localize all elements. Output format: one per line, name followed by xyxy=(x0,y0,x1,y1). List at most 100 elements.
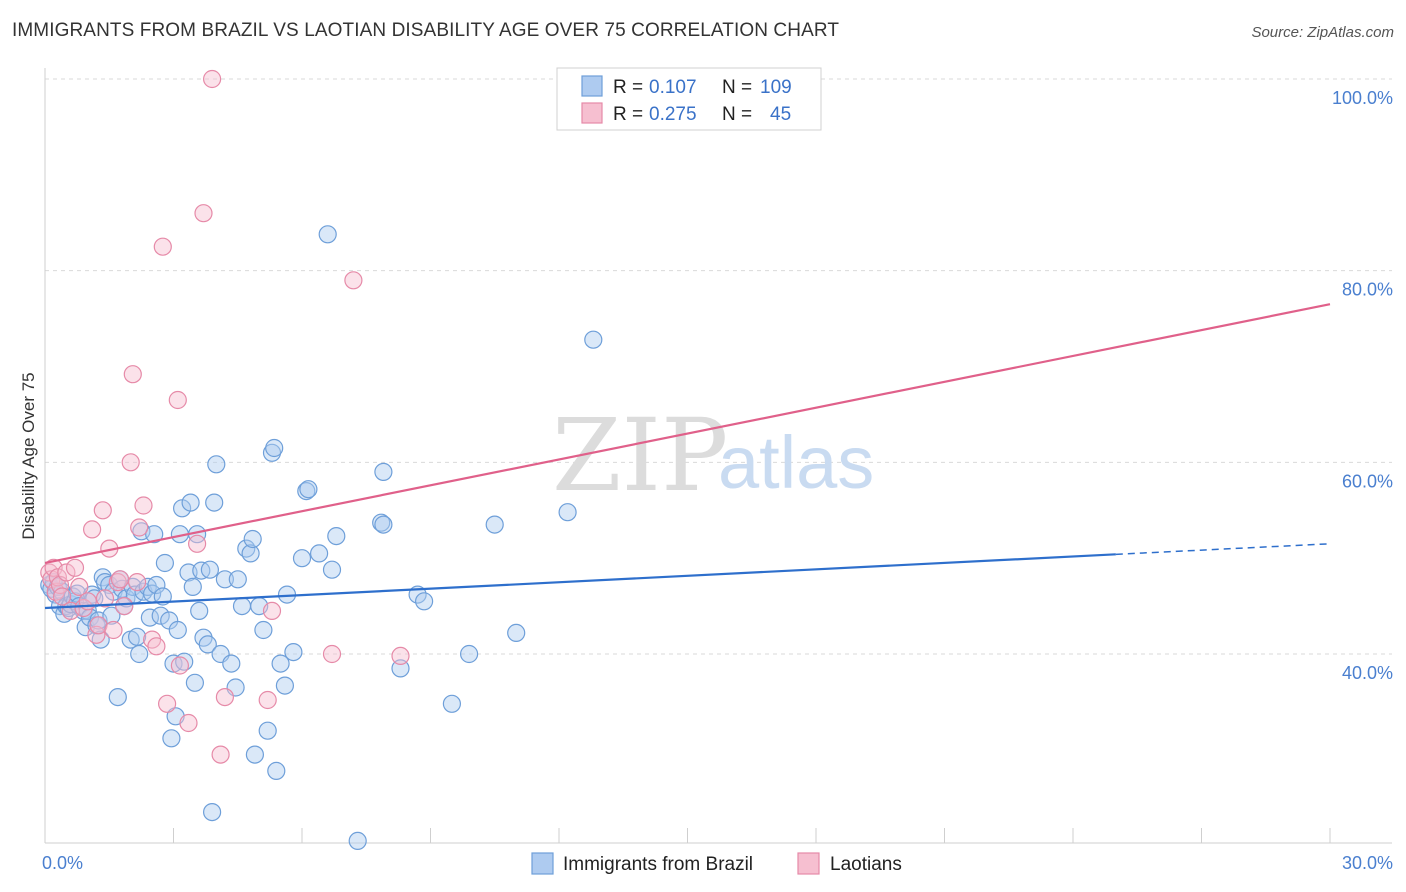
point-laotians xyxy=(108,572,127,592)
point-laotians xyxy=(121,453,140,472)
point-brazil xyxy=(200,560,219,579)
point-brazil xyxy=(228,570,247,589)
point-laotians xyxy=(128,572,147,592)
point-laotians xyxy=(93,501,112,520)
point-laotians xyxy=(153,237,172,256)
point-brazil xyxy=(310,544,329,563)
series-brazil-points xyxy=(40,225,603,851)
legend-swatch-brazil xyxy=(581,75,603,97)
trend-line-brazil-extension xyxy=(1115,543,1331,556)
legend-r-label-brazil: R = xyxy=(613,77,643,98)
point-brazil xyxy=(275,676,294,695)
point-brazil xyxy=(348,831,367,851)
point-laotians xyxy=(95,589,115,608)
point-laotians xyxy=(170,656,189,675)
grid xyxy=(45,78,1392,655)
point-brazil xyxy=(108,687,127,707)
point-laotians xyxy=(134,496,153,515)
y-tick-label: 60.0% xyxy=(1342,471,1393,491)
bottom-legend-label-brazil: Immigrants from Brazil xyxy=(563,854,753,875)
y-tick-labels: 40.0% 60.0% 80.0% 100.0% xyxy=(1332,88,1393,683)
point-laotians xyxy=(168,390,187,410)
point-laotians xyxy=(391,646,410,666)
trend-line-laotians xyxy=(44,303,1331,565)
point-laotians xyxy=(110,570,130,589)
point-brazil xyxy=(374,515,393,534)
point-laotians xyxy=(188,534,207,553)
point-brazil xyxy=(267,761,286,781)
point-brazil xyxy=(207,455,226,474)
point-brazil xyxy=(460,644,479,664)
point-brazil xyxy=(151,606,170,625)
point-laotians xyxy=(57,563,76,582)
legend-r-value-brazil: 0.107 xyxy=(649,77,697,98)
legend-n-label-brazil: N = xyxy=(722,77,752,98)
point-brazil xyxy=(485,515,504,534)
point-brazil xyxy=(442,694,461,713)
x-tick-label: 30.0% xyxy=(1342,853,1393,873)
point-brazil xyxy=(181,493,200,512)
point-laotians xyxy=(82,520,102,539)
point-laotians xyxy=(179,713,198,733)
point-brazil xyxy=(185,673,204,692)
watermark-atlas: atlas xyxy=(718,421,874,504)
point-laotians xyxy=(344,271,363,290)
point-laotians xyxy=(211,745,230,764)
point-brazil xyxy=(391,659,410,678)
x-tick-label: 0.0% xyxy=(42,853,83,873)
legend-n-value-brazil: 109 xyxy=(760,77,792,98)
point-brazil xyxy=(162,729,181,748)
point-brazil xyxy=(258,721,277,740)
point-brazil xyxy=(147,575,166,595)
point-brazil xyxy=(130,644,149,664)
point-laotians xyxy=(262,601,282,621)
point-brazil xyxy=(102,606,121,625)
y-tick-label: 40.0% xyxy=(1342,663,1393,683)
point-brazil xyxy=(145,525,164,544)
point-laotians xyxy=(65,558,85,577)
point-laotians xyxy=(158,694,177,713)
y-tick-label: 80.0% xyxy=(1342,280,1393,300)
axes xyxy=(44,68,1392,844)
point-laotians xyxy=(70,577,89,597)
point-laotians xyxy=(130,518,149,537)
point-laotians xyxy=(322,644,342,664)
point-laotians xyxy=(194,204,213,223)
point-brazil xyxy=(155,553,174,573)
chart-title: IMMIGRANTS FROM BRAZIL VS LAOTIAN DISABI… xyxy=(12,20,840,41)
point-brazil xyxy=(318,225,337,244)
point-brazil xyxy=(299,480,318,499)
y-axis-title: Disability Age Over 75 xyxy=(19,372,38,539)
legend-r-label-laotians: R = xyxy=(613,104,643,125)
legend-n-label-laotians: N = xyxy=(722,104,752,125)
chart-source: Source: ZipAtlas.com xyxy=(1251,24,1394,41)
x-tick-labels: 0.0% 30.0% xyxy=(42,853,1393,873)
point-brazil xyxy=(215,570,234,589)
point-brazil xyxy=(415,592,434,611)
point-brazil xyxy=(153,587,172,606)
point-brazil xyxy=(327,526,346,546)
point-brazil xyxy=(507,623,526,643)
bottom-legend-swatch-brazil xyxy=(531,852,554,875)
point-brazil xyxy=(292,549,312,568)
point-laotians xyxy=(89,616,108,635)
point-brazil xyxy=(190,601,209,621)
point-laotians xyxy=(258,690,277,710)
point-brazil xyxy=(241,544,260,563)
point-brazil xyxy=(128,627,147,646)
bottom-legend: Immigrants from Brazil Laotians xyxy=(531,852,902,875)
point-brazil xyxy=(205,493,224,512)
y-tick-label: 100.0% xyxy=(1332,88,1393,108)
point-laotians xyxy=(215,687,234,707)
point-brazil xyxy=(284,642,303,662)
point-laotians xyxy=(52,587,72,606)
bottom-legend-label-laotians: Laotians xyxy=(830,854,902,875)
point-brazil xyxy=(183,577,202,597)
point-laotians xyxy=(203,69,222,89)
point-brazil xyxy=(245,745,264,764)
point-brazil xyxy=(374,462,393,481)
legend-r-value-laotians: 0.275 xyxy=(649,104,697,125)
point-laotians xyxy=(115,596,134,616)
point-laotians xyxy=(123,365,142,384)
